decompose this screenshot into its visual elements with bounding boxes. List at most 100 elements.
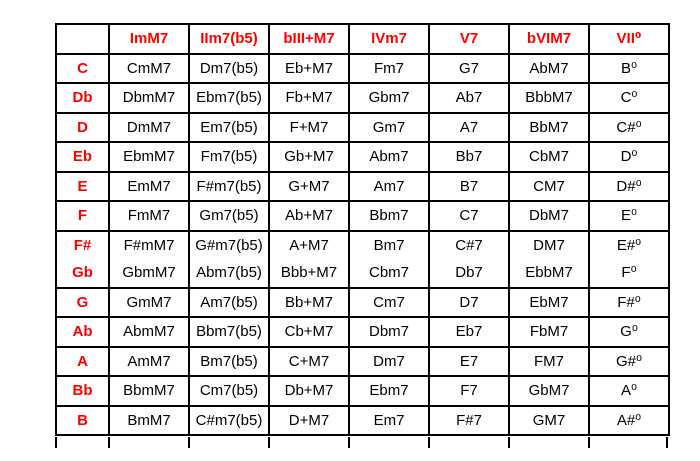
border-stub — [428, 437, 430, 448]
chord-cell: C⁰ — [588, 82, 670, 114]
chord-cell: C#m7(b5) — [188, 404, 270, 436]
column-header: VII⁰ — [588, 23, 670, 55]
chord-cell: Dm7 — [348, 345, 430, 377]
chord-cell: F7 — [428, 375, 510, 407]
chord-cell: DbmM7 — [108, 82, 190, 114]
chord-cell: FM7 — [508, 345, 590, 377]
key-cell: F — [55, 200, 110, 232]
chord-cell: G7 — [428, 52, 510, 84]
chord-cell: Bbm7 — [348, 200, 430, 232]
chord-cell: Abm7 — [348, 141, 430, 173]
chord-cell: Db7 — [428, 258, 510, 289]
chord-cell: A⁰ — [588, 375, 670, 407]
chord-cell: Ab7 — [428, 82, 510, 114]
chord-cell: Bbm7(b5) — [188, 316, 270, 348]
chord-cell: C#7 — [428, 229, 510, 259]
key-cell: Eb — [55, 141, 110, 173]
chord-cell: G#m7(b5) — [188, 229, 270, 259]
chord-cell: G+M7 — [268, 170, 350, 202]
chord-cell: C#⁰ — [588, 111, 670, 143]
chord-cell: Am7(b5) — [188, 286, 270, 318]
chord-cell: EbmM7 — [108, 141, 190, 173]
chord-cell: F⁰ — [588, 258, 670, 289]
chord-cell: GmM7 — [108, 286, 190, 318]
chord-cell: F+M7 — [268, 111, 350, 143]
chord-cell: F#mM7 — [108, 229, 190, 259]
column-header: V7 — [428, 23, 510, 55]
column-header: IIm7(b5) — [188, 23, 270, 55]
table-row: F FmM7 Gm7(b5) Ab+M7 Bbm7 C7 DbM7 E⁰ — [55, 200, 670, 232]
chord-cell: Gbm7 — [348, 82, 430, 114]
chord-cell: Gm7(b5) — [188, 200, 270, 232]
table-row: Gb GbmM7 Abm7(b5) Bbb+M7 Cbm7 Db7 EbbM7 F⁰ — [55, 258, 670, 289]
table-row: F# F#mM7 G#m7(b5) A+M7 Bm7 C#7 DM7 E#⁰ — [55, 229, 670, 259]
corner-cell — [55, 23, 110, 55]
chord-cell: E#⁰ — [588, 229, 670, 259]
key-cell: Gb — [55, 258, 110, 289]
chord-cell: Bm7(b5) — [188, 345, 270, 377]
key-cell: E — [55, 170, 110, 202]
chord-cell: Ebm7 — [348, 375, 430, 407]
key-cell: Ab — [55, 316, 110, 348]
chord-cell: Cbm7 — [348, 258, 430, 289]
table-row: G GmM7 Am7(b5) Bb+M7 Cm7 D7 EbM7 F#⁰ — [55, 286, 670, 318]
chord-cell: Dbm7 — [348, 316, 430, 348]
chord-cell: Abm7(b5) — [188, 258, 270, 289]
column-header: bVIM7 — [508, 23, 590, 55]
chord-cell: D+M7 — [268, 404, 350, 436]
chord-cell: A7 — [428, 111, 510, 143]
border-stub — [188, 437, 190, 448]
chord-cell: C+M7 — [268, 345, 350, 377]
chord-cell: AbmM7 — [108, 316, 190, 348]
chord-cell: D7 — [428, 286, 510, 318]
chord-cell: AbM7 — [508, 52, 590, 84]
chord-cell: D#⁰ — [588, 170, 670, 202]
chord-cell: Bb7 — [428, 141, 510, 173]
chord-cell: GM7 — [508, 404, 590, 436]
table-row: B BmM7 C#m7(b5) D+M7 Em7 F#7 GM7 A#⁰ — [55, 404, 670, 436]
chord-cell: F#7 — [428, 404, 510, 436]
chord-cell: Eb7 — [428, 316, 510, 348]
chord-cell: Gb+M7 — [268, 141, 350, 173]
chord-cell: FbM7 — [508, 316, 590, 348]
chord-cell: CmM7 — [108, 52, 190, 84]
key-cell: D — [55, 111, 110, 143]
chord-cell: CbM7 — [508, 141, 590, 173]
chord-cell: DmM7 — [108, 111, 190, 143]
chord-cell: Eb+M7 — [268, 52, 350, 84]
key-cell: A — [55, 345, 110, 377]
chord-cell: Fm7(b5) — [188, 141, 270, 173]
chord-cell: F#m7(b5) — [188, 170, 270, 202]
chord-cell: Fb+M7 — [268, 82, 350, 114]
chord-cell: D⁰ — [588, 141, 670, 173]
column-header: IVm7 — [348, 23, 430, 55]
border-stub — [588, 437, 590, 448]
chord-cell: Ab+M7 — [268, 200, 350, 232]
chord-cell: E7 — [428, 345, 510, 377]
table-row: Db DbmM7 Ebm7(b5) Fb+M7 Gbm7 Ab7 BbbM7 C⁰ — [55, 82, 670, 114]
table-row: Ab AbmM7 Bbm7(b5) Cb+M7 Dbm7 Eb7 FbM7 G⁰ — [55, 316, 670, 348]
minor-key-harmonization-table-wrap: ImM7 IIm7(b5) bIII+M7 IVm7 V7 bVIM7 VII⁰ C CmM7… — [55, 23, 670, 436]
border-stub — [508, 437, 510, 448]
chord-cell: Cm7(b5) — [188, 375, 270, 407]
chord-cell: CM7 — [508, 170, 590, 202]
chord-cell: B7 — [428, 170, 510, 202]
chord-cell: Db+M7 — [268, 375, 350, 407]
chord-cell: BbM7 — [508, 111, 590, 143]
chord-cell: A#⁰ — [588, 404, 670, 436]
chord-cell: Em7 — [348, 404, 430, 436]
chord-cell: BbmM7 — [108, 375, 190, 407]
chord-cell: BbbM7 — [508, 82, 590, 114]
chord-cell: GbmM7 — [108, 258, 190, 289]
chord-cell: DM7 — [508, 229, 590, 259]
table-row: E EmM7 F#m7(b5) G+M7 Am7 B7 CM7 D#⁰ — [55, 170, 670, 202]
chord-cell: G#⁰ — [588, 345, 670, 377]
chord-cell: Ebm7(b5) — [188, 82, 270, 114]
table-row: Bb BbmM7 Cm7(b5) Db+M7 Ebm7 F7 GbM7 A⁰ — [55, 375, 670, 407]
chord-cell: BmM7 — [108, 404, 190, 436]
chord-cell: EmM7 — [108, 170, 190, 202]
chord-cell: Cm7 — [348, 286, 430, 318]
border-stub — [348, 437, 350, 448]
chord-cell: F#⁰ — [588, 286, 670, 318]
chord-cell: EbbM7 — [508, 258, 590, 289]
